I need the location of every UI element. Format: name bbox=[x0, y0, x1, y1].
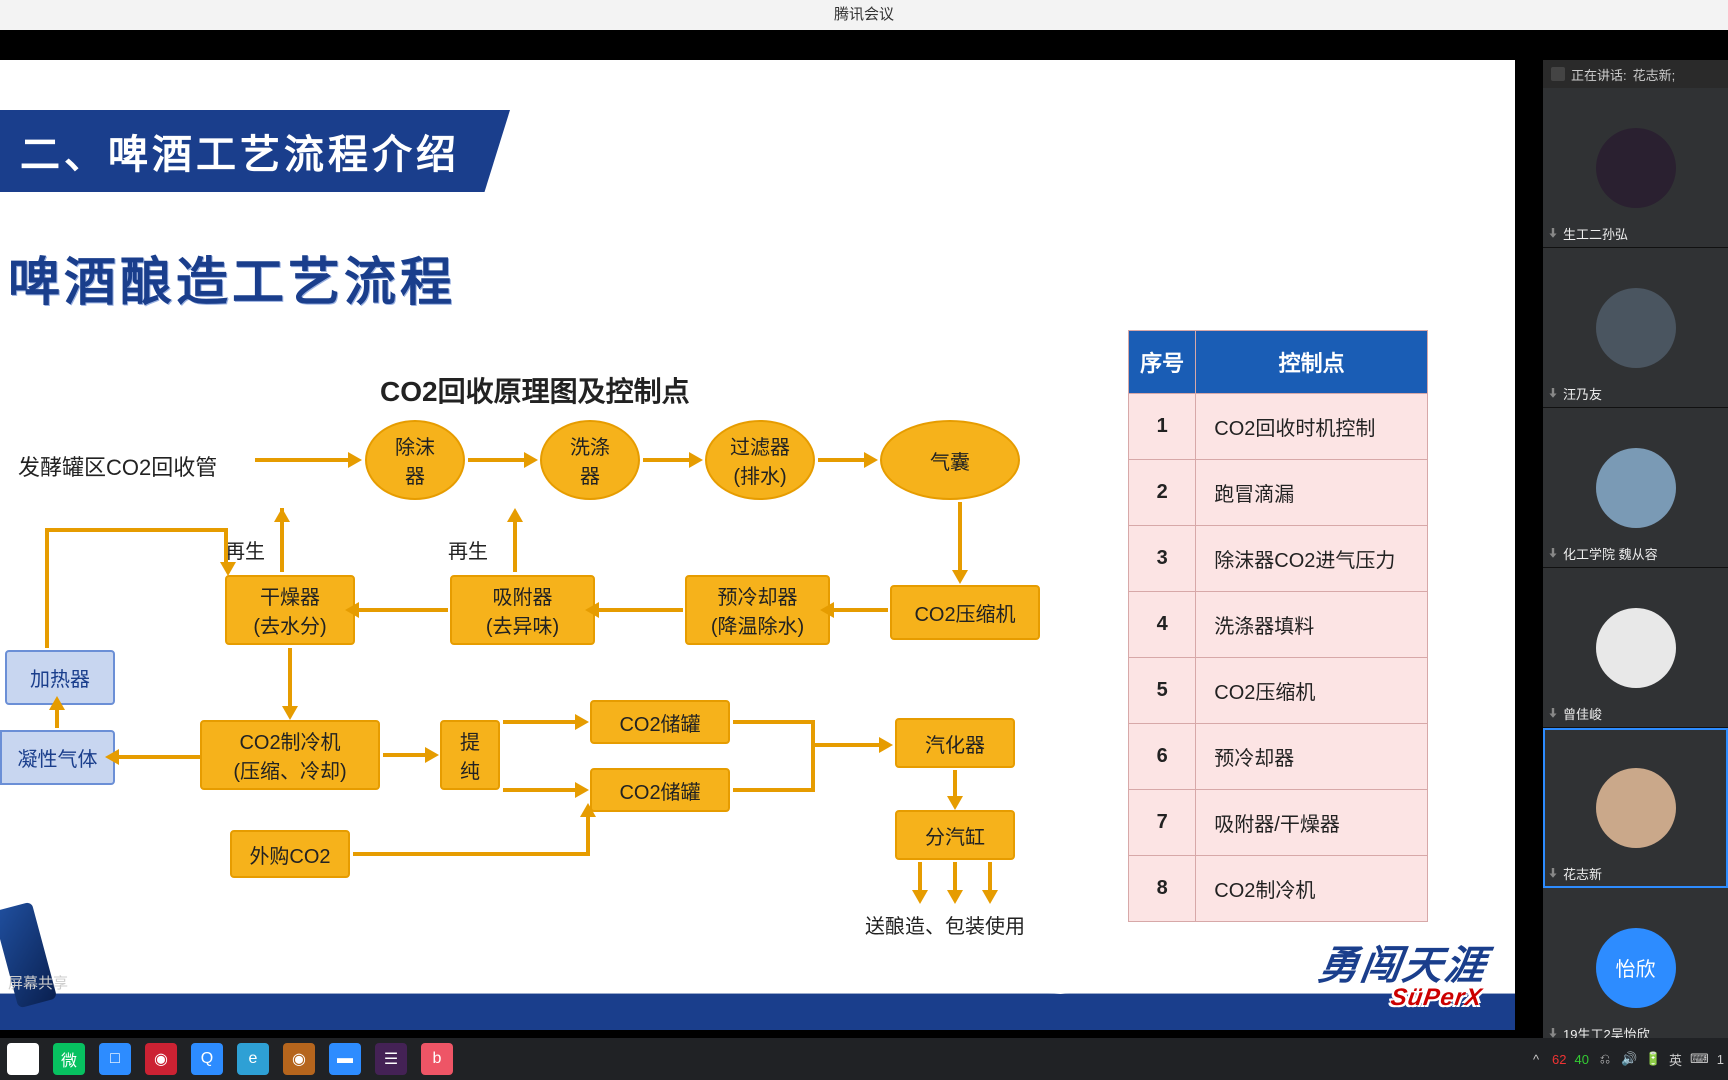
control-point-table: 序号 控制点 1CO2回收时机控制2跑冒滴漏3除沫器CO2进气压力4洗涤器填料5… bbox=[1128, 330, 1428, 922]
system-tray[interactable]: ^ 62 40 ⎌ 🔊 🔋 英 ⌨ 1 bbox=[1528, 1038, 1724, 1080]
avatar bbox=[1596, 288, 1676, 368]
participant-name: 曾佳峻 bbox=[1547, 704, 1602, 723]
participant-tile[interactable]: 生工二孙弘 bbox=[1543, 88, 1728, 248]
tray-temp2: 40 bbox=[1575, 1052, 1589, 1067]
flowchart: 发酵罐区CO2回收管 除沫器 洗涤器 过滤器(排水) 气囊 CO2压缩机 bbox=[0, 410, 1080, 980]
participant-tile[interactable]: 花志新 bbox=[1543, 728, 1728, 888]
slide-subtitle: 啤酒酿造工艺流程 bbox=[0, 240, 456, 315]
taskbar-app-icon[interactable]: □ bbox=[99, 1043, 131, 1075]
node-refrigerator: CO2制冷机(压缩、冷却) bbox=[200, 720, 380, 790]
shared-slide: 二、啤酒工艺流程介绍 啤酒酿造工艺流程 CO2回收原理图及控制点 发酵罐区CO2… bbox=[0, 60, 1515, 1030]
node-purify: 提纯 bbox=[440, 720, 500, 790]
node-vaporizer: 汽化器 bbox=[895, 718, 1015, 768]
avatar bbox=[1596, 608, 1676, 688]
table-header-point: 控制点 bbox=[1196, 331, 1428, 394]
tray-chevron-icon[interactable]: ^ bbox=[1528, 1052, 1544, 1067]
tray-net-icon[interactable]: ⎌ bbox=[1597, 1051, 1613, 1067]
mic-icon bbox=[1547, 708, 1559, 720]
participant-name: 花志新 bbox=[1547, 864, 1602, 883]
taskbar-app-icon[interactable]: ⊞ bbox=[7, 1043, 39, 1075]
node-filter: 过滤器(排水) bbox=[705, 420, 815, 500]
mic-icon bbox=[1547, 1028, 1559, 1039]
node-condenser: 凝性气体 bbox=[0, 730, 115, 785]
avatar: 怡欣 bbox=[1596, 928, 1676, 1008]
participant-tile[interactable]: 化工学院 魏从容 bbox=[1543, 408, 1728, 568]
taskbar-app-icon[interactable]: ☰ bbox=[375, 1043, 407, 1075]
mic-icon bbox=[1551, 67, 1565, 81]
table-header-index: 序号 bbox=[1129, 331, 1196, 394]
regen-label-1: 再生 bbox=[225, 535, 265, 564]
start-label: 发酵罐区CO2回收管 bbox=[18, 450, 217, 482]
table-row: 1CO2回收时机控制 bbox=[1129, 394, 1428, 460]
taskbar-app-icon[interactable]: Q bbox=[191, 1043, 223, 1075]
participant-name: 19生工2吴怡欣 bbox=[1547, 1024, 1650, 1038]
taskbar-app-icon[interactable]: e bbox=[237, 1043, 269, 1075]
tray-temp1: 62 bbox=[1552, 1052, 1566, 1067]
regen-label-2: 再生 bbox=[448, 535, 488, 564]
mic-icon bbox=[1547, 548, 1559, 560]
window-titlebar: 腾讯会议 bbox=[0, 0, 1728, 30]
avatar bbox=[1596, 768, 1676, 848]
node-dryer: 干燥器(去水分) bbox=[225, 575, 355, 645]
mic-icon bbox=[1547, 388, 1559, 400]
participants-sidebar: 正在讲话: 花志新; 生工二孙弘汪乃友化工学院 魏从容曾佳峻花志新怡欣 19生工2… bbox=[1543, 60, 1728, 1038]
brand-logo: 勇闯天涯 SüPerX bbox=[1313, 946, 1490, 1010]
node-defoamer: 除沫器 bbox=[365, 420, 465, 500]
table-row: 8CO2制冷机 bbox=[1129, 856, 1428, 922]
table-row: 5CO2压缩机 bbox=[1129, 658, 1428, 724]
taskbar-app-icon[interactable]: 微 bbox=[53, 1043, 85, 1075]
mic-icon bbox=[1547, 868, 1559, 880]
node-gasbag: 气囊 bbox=[880, 420, 1020, 500]
participant-name: 汪乃友 bbox=[1547, 384, 1602, 403]
table-row: 3除沫器CO2进气压力 bbox=[1129, 526, 1428, 592]
taskbar[interactable]: ⊞ 微 □ ◉ Qe ◉ ▬ ☰ b ^ 62 40 ⎌ 🔊 🔋 英 ⌨ 1 bbox=[0, 1038, 1728, 1080]
tray-ime2[interactable]: ⌨ bbox=[1690, 1051, 1709, 1067]
node-tank1: CO2储罐 bbox=[590, 700, 730, 744]
taskbar-app-icon[interactable]: ◉ bbox=[283, 1043, 315, 1075]
participant-name: 化工学院 魏从容 bbox=[1547, 544, 1658, 563]
node-tank2: CO2储罐 bbox=[590, 768, 730, 812]
taskbar-app-icon[interactable]: ◉ bbox=[145, 1043, 177, 1075]
use-label: 送酿造、包装使用 bbox=[865, 910, 1025, 939]
table-row: 4洗涤器填料 bbox=[1129, 592, 1428, 658]
participant-tile[interactable]: 怡欣 19生工2吴怡欣 bbox=[1543, 888, 1728, 1038]
table-row: 6预冷却器 bbox=[1129, 724, 1428, 790]
node-adsorber: 吸附器(去异味) bbox=[450, 575, 595, 645]
share-status: 屏幕共享 bbox=[0, 968, 76, 996]
node-compressor: CO2压缩机 bbox=[890, 585, 1040, 640]
node-manifold: 分汽缸 bbox=[895, 810, 1015, 860]
node-washer: 洗涤器 bbox=[540, 420, 640, 500]
meeting-main: 二、啤酒工艺流程介绍 啤酒酿造工艺流程 CO2回收原理图及控制点 发酵罐区CO2… bbox=[0, 30, 1540, 1038]
avatar bbox=[1596, 448, 1676, 528]
speaking-indicator: 正在讲话: 花志新; bbox=[1543, 60, 1728, 88]
mic-icon bbox=[1547, 228, 1559, 240]
participant-tile[interactable]: 汪乃友 bbox=[1543, 248, 1728, 408]
participant-tile[interactable]: 曾佳峻 bbox=[1543, 568, 1728, 728]
avatar bbox=[1596, 128, 1676, 208]
tray-ime1[interactable]: 英 bbox=[1669, 1050, 1682, 1069]
taskbar-app-icon[interactable]: b bbox=[421, 1043, 453, 1075]
slide-section-title: 二、啤酒工艺流程介绍 bbox=[0, 110, 510, 192]
diagram-title: CO2回收原理图及控制点 bbox=[380, 370, 690, 410]
table-row: 7吸附器/干燥器 bbox=[1129, 790, 1428, 856]
node-precooler: 预冷却器(降温除水) bbox=[685, 575, 830, 645]
tray-vol-icon[interactable]: 🔊 bbox=[1621, 1051, 1637, 1067]
participant-name: 生工二孙弘 bbox=[1547, 224, 1628, 243]
tray-bat-icon[interactable]: 🔋 bbox=[1645, 1051, 1661, 1067]
node-buy-co2: 外购CO2 bbox=[230, 830, 350, 878]
tray-time: 1 bbox=[1717, 1052, 1724, 1067]
window-title: 腾讯会议 bbox=[834, 6, 894, 23]
table-row: 2跑冒滴漏 bbox=[1129, 460, 1428, 526]
taskbar-app-icon[interactable]: ▬ bbox=[329, 1043, 361, 1075]
